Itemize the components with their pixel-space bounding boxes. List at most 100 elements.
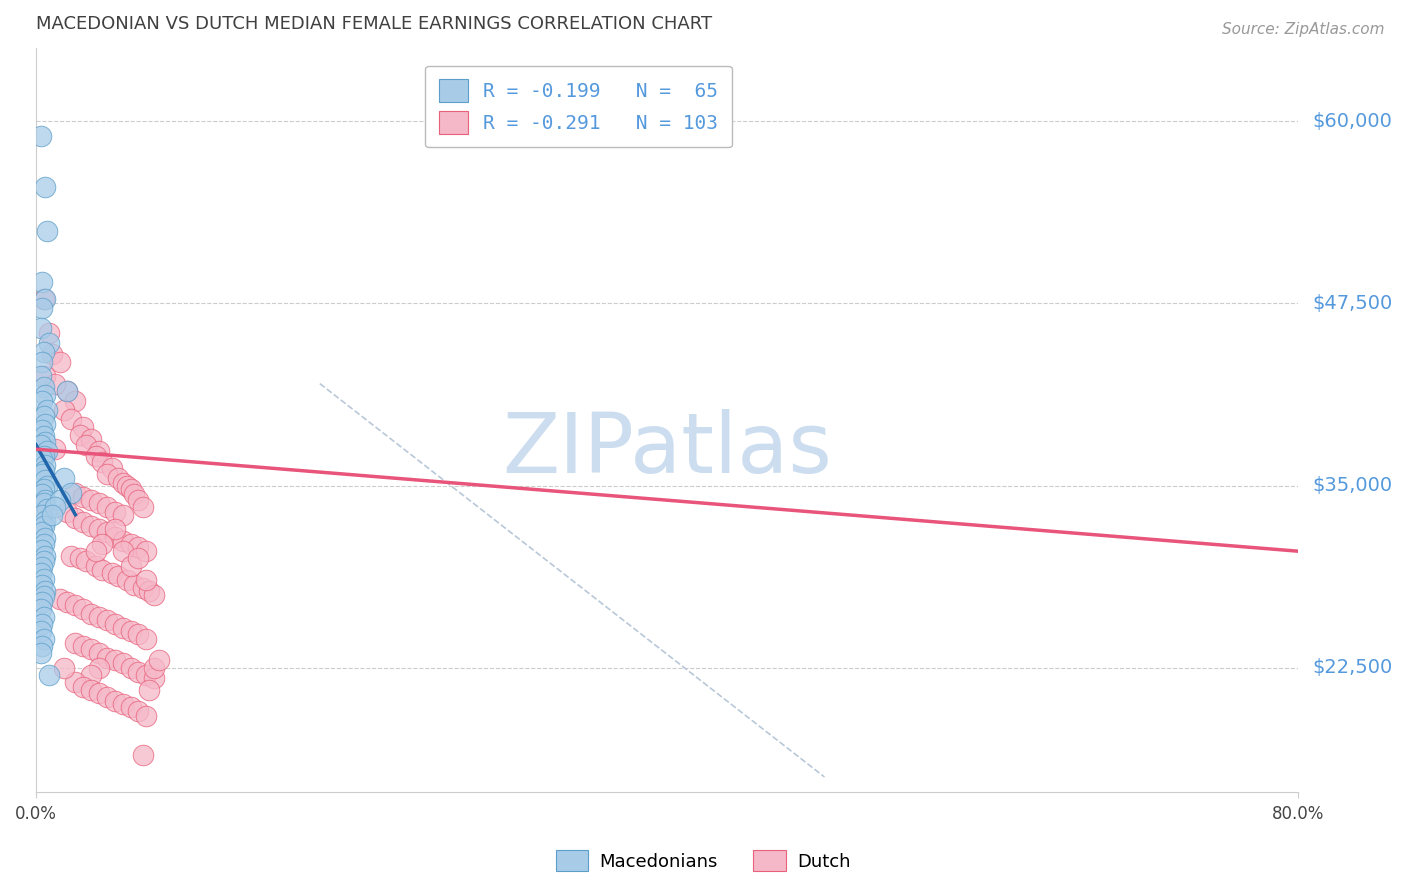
Point bbox=[96, 500, 118, 515]
Point bbox=[65, 636, 87, 650]
Point bbox=[34, 549, 56, 563]
Point bbox=[132, 748, 155, 763]
Point bbox=[120, 482, 142, 496]
Point bbox=[35, 402, 58, 417]
Point bbox=[34, 473, 56, 487]
Point bbox=[80, 493, 103, 508]
Point bbox=[56, 595, 79, 609]
Point bbox=[100, 461, 122, 475]
Point bbox=[120, 700, 142, 714]
Point bbox=[132, 500, 155, 515]
Point bbox=[122, 577, 145, 591]
Point bbox=[35, 502, 58, 516]
Point bbox=[44, 442, 66, 457]
Point bbox=[96, 467, 118, 481]
Point bbox=[31, 452, 53, 467]
Text: $35,000: $35,000 bbox=[1313, 476, 1393, 495]
Point bbox=[111, 533, 134, 548]
Point bbox=[31, 394, 53, 409]
Point bbox=[120, 624, 142, 639]
Point bbox=[111, 621, 134, 635]
Point bbox=[41, 347, 63, 361]
Point bbox=[32, 572, 55, 586]
Point bbox=[87, 496, 110, 510]
Point bbox=[34, 417, 56, 432]
Point bbox=[30, 646, 52, 660]
Point bbox=[91, 563, 114, 577]
Point bbox=[38, 668, 60, 682]
Point bbox=[35, 224, 58, 238]
Point bbox=[30, 321, 52, 335]
Point bbox=[87, 646, 110, 660]
Point bbox=[127, 551, 149, 566]
Point bbox=[65, 510, 87, 524]
Point bbox=[32, 450, 55, 464]
Point bbox=[32, 344, 55, 359]
Point bbox=[31, 301, 53, 315]
Point bbox=[104, 505, 127, 519]
Point bbox=[84, 544, 107, 558]
Point bbox=[143, 661, 166, 675]
Point bbox=[30, 624, 52, 639]
Point bbox=[135, 574, 157, 588]
Point bbox=[59, 486, 82, 500]
Point bbox=[96, 525, 118, 540]
Point bbox=[100, 566, 122, 580]
Point bbox=[96, 613, 118, 627]
Point bbox=[44, 376, 66, 391]
Point bbox=[87, 685, 110, 699]
Point bbox=[148, 653, 170, 667]
Point bbox=[72, 639, 94, 653]
Point bbox=[135, 632, 157, 646]
Point bbox=[120, 661, 142, 675]
Point bbox=[104, 530, 127, 544]
Point bbox=[104, 694, 127, 708]
Point bbox=[84, 558, 107, 573]
Point bbox=[34, 493, 56, 508]
Text: $60,000: $60,000 bbox=[1313, 112, 1393, 131]
Point bbox=[69, 551, 91, 566]
Point bbox=[32, 464, 55, 478]
Point bbox=[80, 519, 103, 533]
Point bbox=[31, 560, 53, 574]
Point bbox=[72, 680, 94, 694]
Point bbox=[32, 590, 55, 604]
Point bbox=[65, 394, 87, 409]
Point bbox=[72, 420, 94, 434]
Point bbox=[32, 609, 55, 624]
Point bbox=[111, 475, 134, 490]
Point bbox=[35, 478, 58, 492]
Point bbox=[104, 653, 127, 667]
Point bbox=[31, 595, 53, 609]
Point bbox=[30, 566, 52, 580]
Point bbox=[138, 583, 160, 598]
Point bbox=[34, 458, 56, 473]
Point bbox=[32, 292, 55, 306]
Point bbox=[75, 554, 97, 568]
Point bbox=[38, 326, 60, 340]
Point bbox=[127, 493, 149, 508]
Point bbox=[80, 682, 103, 697]
Point bbox=[32, 554, 55, 568]
Point bbox=[107, 569, 129, 583]
Point bbox=[120, 558, 142, 573]
Point bbox=[80, 641, 103, 656]
Point bbox=[32, 482, 55, 496]
Point bbox=[31, 577, 53, 591]
Point bbox=[30, 369, 52, 384]
Point bbox=[104, 617, 127, 632]
Point bbox=[31, 355, 53, 369]
Point bbox=[72, 515, 94, 529]
Point bbox=[84, 450, 107, 464]
Point bbox=[34, 388, 56, 402]
Point bbox=[44, 500, 66, 515]
Point bbox=[35, 443, 58, 458]
Legend: Macedonians, Dutch: Macedonians, Dutch bbox=[548, 843, 858, 879]
Point bbox=[31, 525, 53, 540]
Point bbox=[53, 661, 76, 675]
Point bbox=[32, 519, 55, 533]
Point bbox=[31, 467, 53, 481]
Point bbox=[135, 708, 157, 723]
Point bbox=[34, 583, 56, 598]
Point bbox=[32, 409, 55, 423]
